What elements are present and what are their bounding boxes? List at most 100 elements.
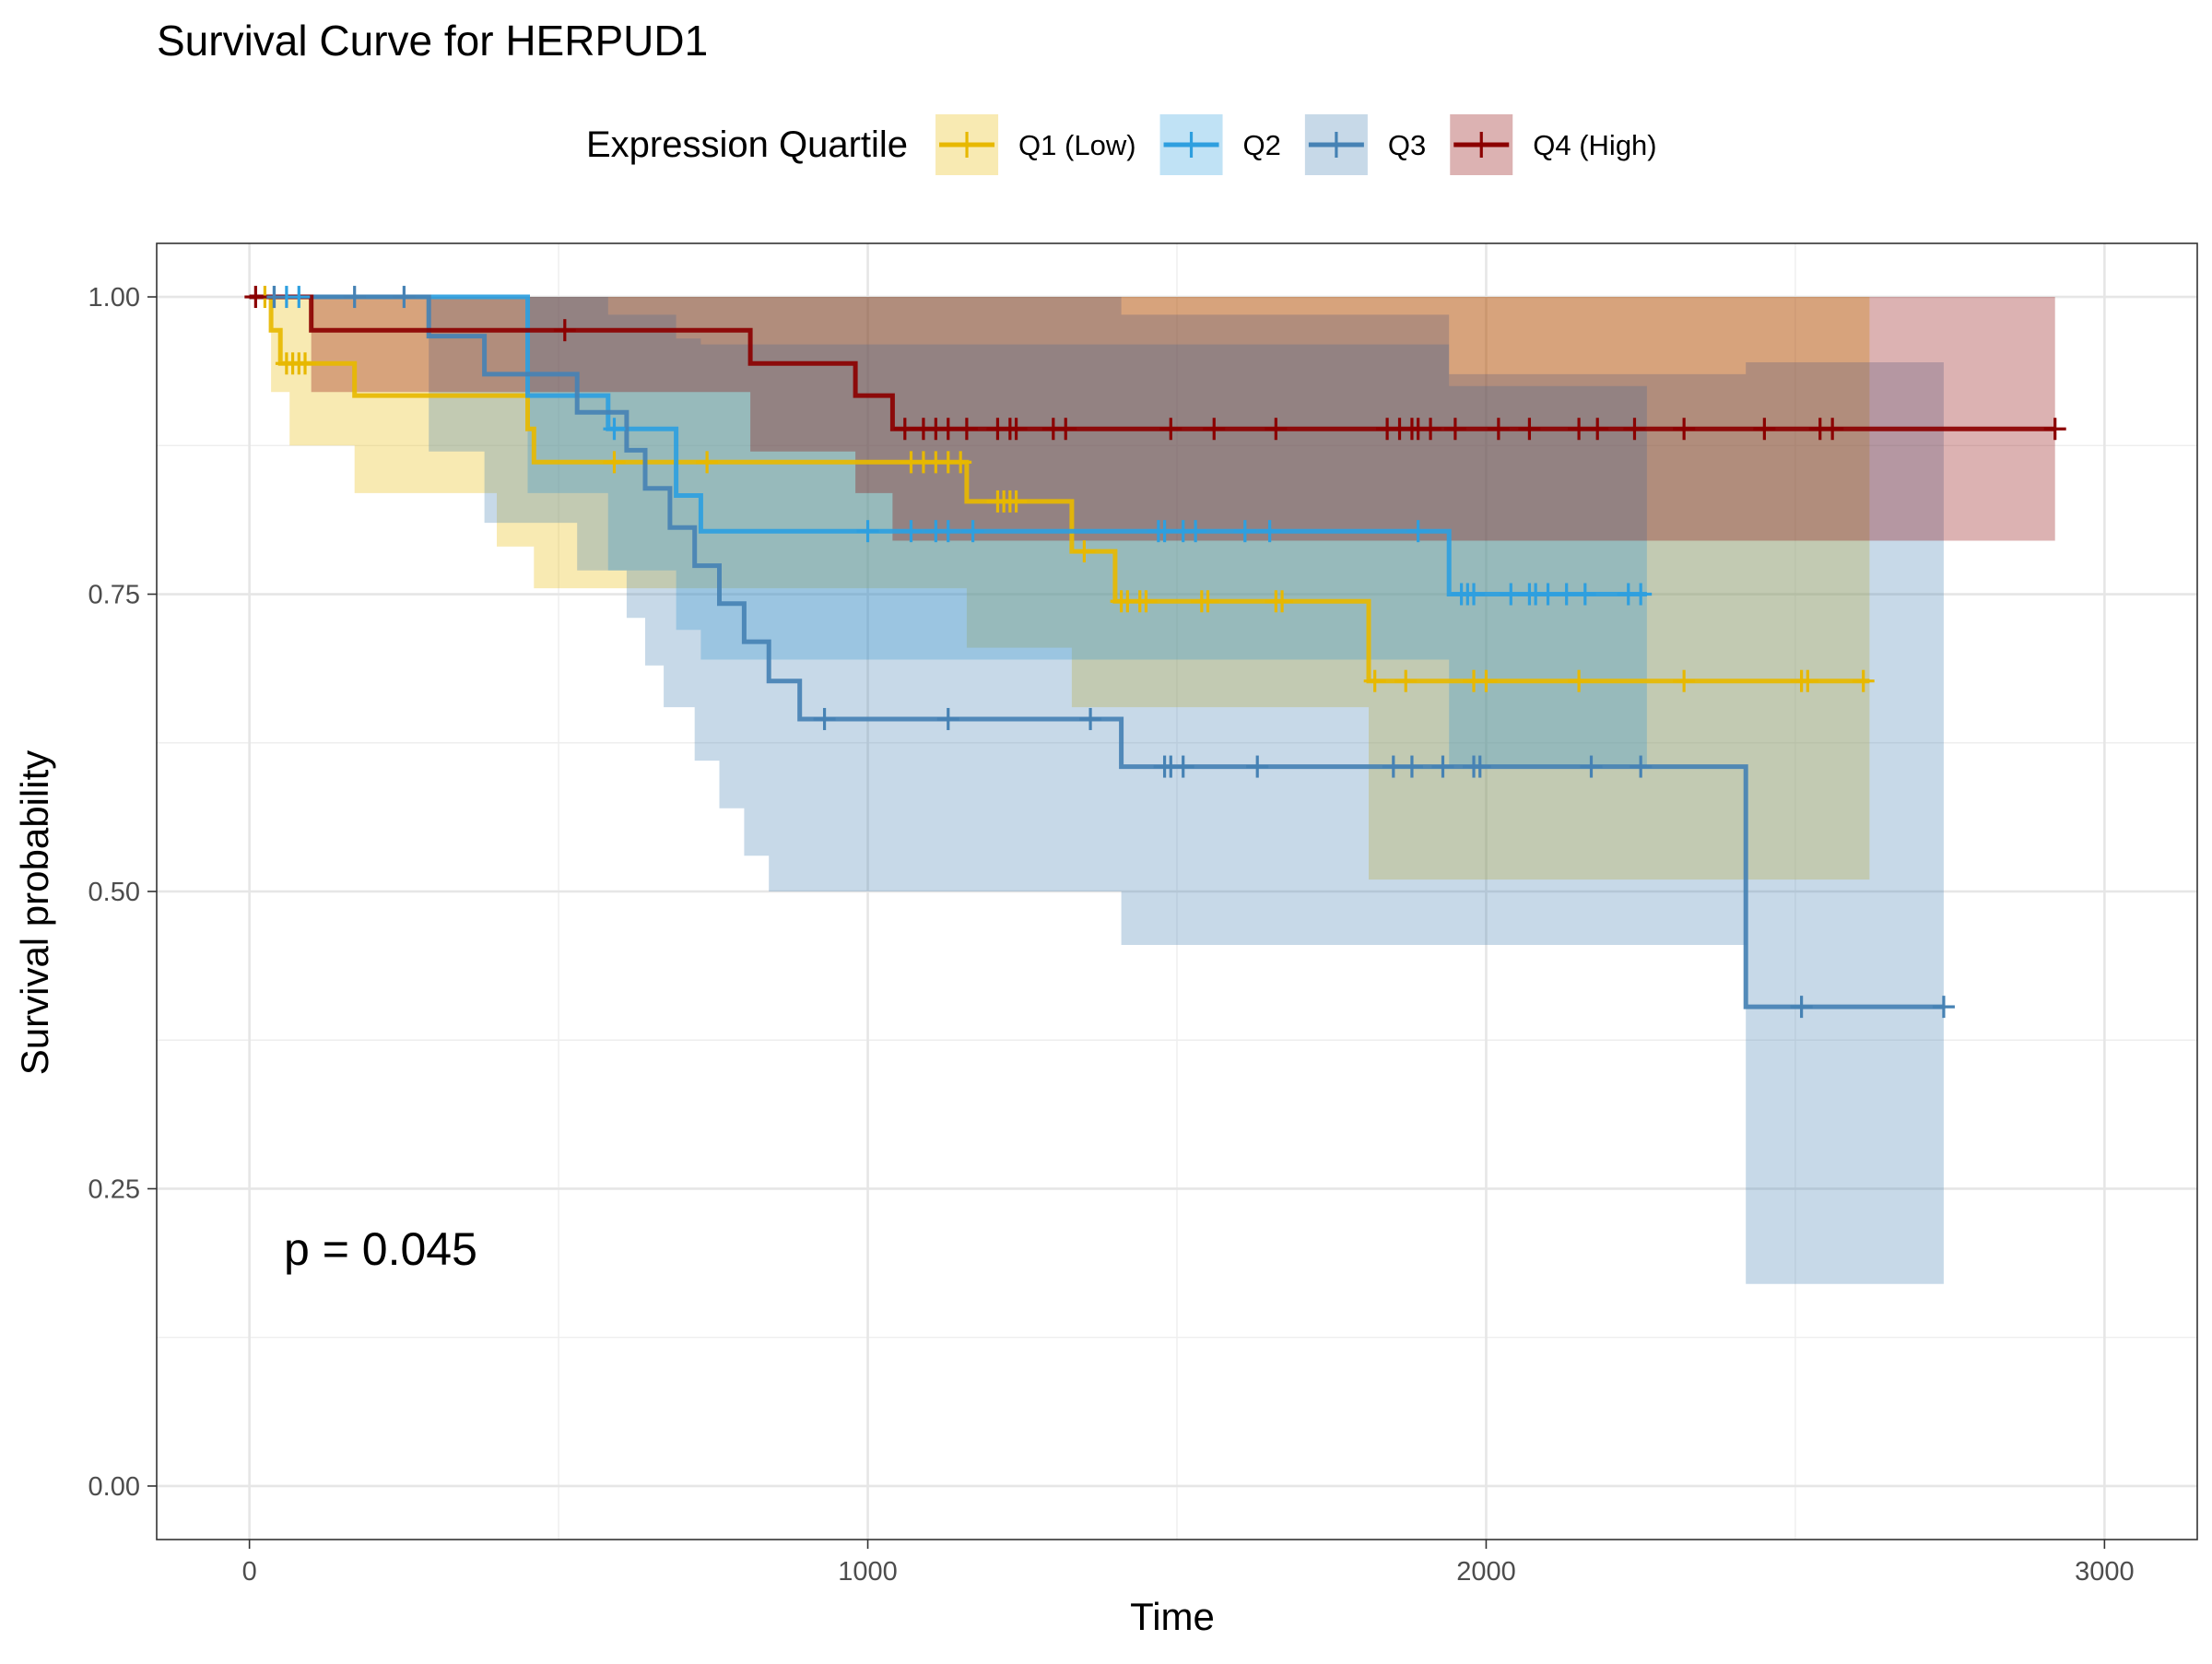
censor-mark-q3 [1468,755,1491,778]
x-axis-label: Time [1130,1595,1215,1638]
legend-label-q3: Q3 [1388,129,1426,161]
censor-mark-q4-high [1443,418,1466,441]
censor-mark-q2 [1463,583,1486,606]
censor-mark-q2 [1153,520,1176,543]
censor-mark-q1-low [1796,669,1819,692]
chart-title: Survival Curve for HERPUD1 [157,17,708,65]
x-axis: 0 1000 2000 3000 [242,1540,2135,1587]
censor-mark-q4-high [955,418,978,441]
censor-mark-q2 [856,520,879,543]
censor-mark-q4-high [1673,418,1696,441]
confidence-band-q4-high [249,297,2055,541]
legend-title: Expression Quartile [586,124,908,165]
censor-mark-q4-high [1623,418,1646,441]
censor-mark-q2 [900,520,923,543]
censor-mark-q3 [936,707,959,730]
censor-mark-q2 [1406,520,1430,543]
censor-mark-q2 [1258,520,1281,543]
censor-mark-q3 [1790,996,1813,1019]
y-tick-label: 0.50 [88,878,140,907]
y-axis-label: Survival probability [13,750,56,1076]
censor-mark-q3 [393,286,416,309]
censor-mark-q1-low [603,451,626,474]
censor-mark-q3 [1246,755,1269,778]
censor-mark-q2 [1536,583,1559,606]
censor-mark-q4-high [1203,418,1226,441]
censor-mark-q4-high [1005,418,1028,441]
censor-mark-q3 [1431,755,1454,778]
censor-mark-q4-high [1419,418,1442,441]
y-tick-label: 0.00 [88,1472,140,1502]
censor-mark-q3 [1400,755,1423,778]
censor-mark-q1-low [696,451,719,474]
y-tick-label: 0.25 [88,1174,140,1204]
censor-mark-q4-high [1054,418,1077,441]
censor-mark-q1-low [1005,490,1028,513]
confidence-band-q1-low [249,297,1870,880]
legend-item-q4-high: Q4 (High) [1450,114,1657,175]
censor-mark-q4-high [1821,418,1844,441]
censor-mark-q3 [813,707,836,730]
censor-mark-q2 [603,418,626,441]
censor-mark-q3 [1630,755,1653,778]
x-tick-label: 2000 [1456,1557,1516,1587]
censor-mark-q2 [288,286,311,309]
censor-mark-q3 [263,286,286,309]
legend-item-q2: Q2 [1159,114,1281,175]
censor-mark-q2 [1500,583,1523,606]
censor-mark-q2 [936,520,959,543]
censor-mark-q4-high [1753,418,1776,441]
censor-mark-q1-low [1394,669,1418,692]
censor-mark-q3 [1932,996,1955,1019]
censor-mark-q4-high [553,319,576,342]
censor-mark-q4-high [1265,418,1288,441]
survival-curves [249,294,2055,1009]
censor-mark-q3 [1580,755,1603,778]
legend: Expression Quartile Q1 (Low) Q2 Q3 Q4 (High… [586,114,1657,175]
p-value-annotation: p = 0.045 [284,1223,477,1275]
censor-mark-q2 [1184,520,1207,543]
legend-items: Q1 (Low) Q2 Q3 Q4 (High) [935,114,1657,175]
censor-mark-q4-high [2043,418,2066,441]
censor-mark-q1-low [1475,669,1498,692]
censor-mark-q4-high [893,418,916,441]
legend-label-q1-low: Q1 (Low) [1018,129,1135,161]
censor-mark-q3 [343,286,366,309]
censor-mark-q2 [1573,583,1596,606]
survival-curve-q4-high [249,294,2055,431]
legend-item-q1-low: Q1 (Low) [935,114,1136,175]
censor-mark-q4-high [1568,418,1591,441]
survival-curve-q2 [249,294,1647,596]
censor-mark-q1-low [1568,669,1591,692]
y-tick-label: 1.00 [88,283,140,313]
censor-mark-q1-low [294,352,317,375]
censor-mark-q4-high [1159,418,1182,441]
censor-mark-q4-high [244,286,267,309]
censor-mark-q4-high [1487,418,1510,441]
legend-label-q4-high: Q4 (High) [1533,129,1656,161]
survival-curve-q3 [249,294,1944,1009]
censor-mark-q1-low [1196,590,1219,613]
confidence-band-q3 [249,297,1944,1284]
censor-mark-q3 [1079,707,1102,730]
censor-mark-q4-high [1586,418,1609,441]
x-tick-label: 3000 [2075,1557,2135,1587]
censor-mark-q1-low [1852,669,1875,692]
censor-mark-q2 [1233,520,1256,543]
censor-mark-q1-low [1271,590,1294,613]
panel-grid [157,243,2197,1540]
censor-mark-q1-low [1135,590,1158,613]
y-tick-label: 0.75 [88,581,140,610]
survival-curve-q1-low [249,294,1870,684]
x-tick-label: 1000 [838,1557,898,1587]
legend-label-q2: Q2 [1243,129,1281,161]
x-tick-label: 0 [242,1557,257,1587]
y-axis: 0.00 0.25 0.50 0.75 1.00 [88,283,157,1502]
legend-item-q3: Q3 [1304,114,1426,175]
censor-mark-q1-low [949,451,972,474]
censor-mark-q4-high [1518,418,1541,441]
censor-mark-q2 [1630,583,1653,606]
censor-mark-q3 [1382,755,1405,778]
